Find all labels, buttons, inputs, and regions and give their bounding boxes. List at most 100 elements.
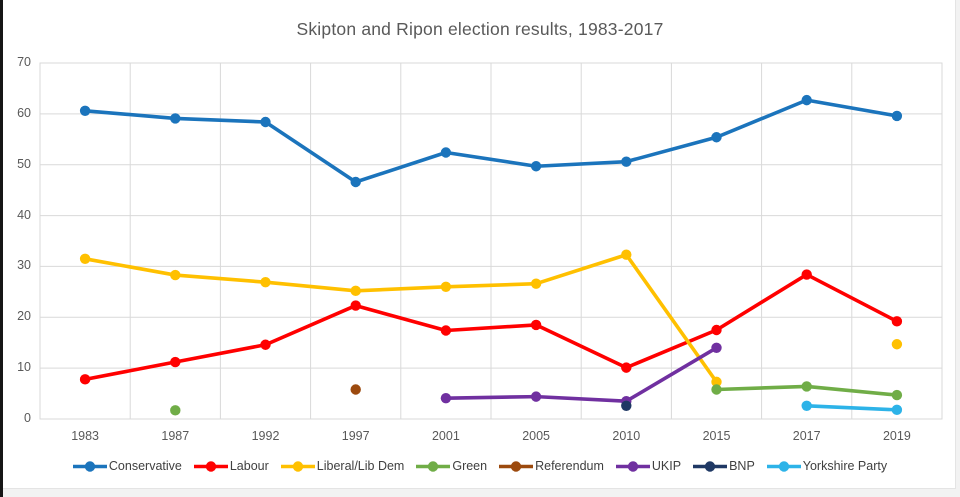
y-axis-tick-label: 60 [17, 105, 31, 120]
series-referendum [350, 384, 361, 395]
plot-border [39, 62, 943, 420]
data-point [891, 110, 903, 122]
data-point [711, 132, 722, 143]
legend-item-green: Green [416, 459, 487, 473]
legend-label: Yorkshire Party [802, 459, 888, 473]
legend-label: Labour [229, 459, 269, 473]
legend-marker-icon [499, 460, 534, 472]
x-axis-tick-label: 1987 [161, 429, 190, 443]
data-point [801, 269, 812, 280]
legend-marker-icon [72, 460, 107, 472]
data-point [350, 384, 361, 395]
data-point [891, 339, 903, 350]
data-point [530, 391, 542, 402]
data-point [440, 392, 452, 404]
x-axis-tick-label: 1992 [251, 429, 280, 443]
legend-item-yorkshire-party: Yorkshire Party [766, 459, 888, 473]
data-point [79, 374, 91, 385]
legend-item-ukip: UKIP [615, 459, 682, 473]
x-axis-tick-label: 2010 [612, 429, 641, 443]
series-yorkshire-party [801, 400, 903, 416]
legend-label: UKIP [651, 459, 682, 473]
legend-label: Referendum [535, 459, 604, 473]
x-axis-tick-label: 2019 [882, 429, 911, 443]
data-point [260, 339, 271, 350]
data-point [440, 325, 452, 336]
data-point [621, 400, 632, 411]
gridlines [39, 62, 943, 420]
legend-item-conservative: Conservative [72, 459, 182, 473]
legend-label: BNP [729, 459, 755, 473]
chart-canvas [3, 0, 956, 489]
series-line [83, 252, 719, 384]
series-liberal-lib-dem [79, 249, 903, 388]
x-axis-tick-label: 1983 [71, 429, 99, 443]
legend-marker-icon [280, 460, 315, 472]
data-point [891, 404, 903, 416]
x-axis-tick-label: 2005 [522, 429, 550, 443]
series-line [83, 272, 899, 382]
data-point [260, 116, 271, 128]
data-point [530, 278, 542, 289]
series-line [83, 98, 899, 184]
y-axis-tick-label: 30 [17, 258, 31, 273]
data-point [170, 269, 181, 281]
data-point [711, 384, 722, 395]
y-axis-tick-label: 10 [17, 360, 31, 375]
data-point [621, 156, 632, 167]
y-axis-tick-label: 40 [17, 207, 31, 222]
x-axis-tick-label: 2017 [792, 429, 821, 443]
left-edge-border [0, 0, 3, 497]
series-line [444, 345, 719, 404]
x-axis-tick-label: 1997 [341, 429, 370, 443]
legend-label: Conservative [108, 459, 182, 473]
y-axis-tick-label: 70 [17, 55, 31, 69]
legend-label: Green [452, 459, 488, 473]
data-point [801, 94, 812, 106]
data-point [440, 147, 452, 158]
series-ukip [440, 342, 722, 407]
legend-item-bnp: BNP [693, 459, 755, 473]
data-point [530, 319, 542, 331]
data-point [260, 276, 271, 288]
series-green [170, 381, 903, 416]
legend-item-referendum: Referendum [499, 459, 604, 473]
data-point [801, 400, 812, 411]
data-point [79, 253, 91, 264]
y-axis-tick-label: 0 [24, 411, 31, 425]
data-point [530, 161, 542, 172]
data-point [711, 324, 722, 336]
series-labour [79, 269, 903, 385]
y-axis-tick-label: 20 [17, 309, 31, 324]
series-line [804, 403, 899, 412]
data-point [79, 105, 91, 117]
data-point [711, 376, 722, 388]
data-point [170, 405, 181, 416]
data-point [621, 362, 632, 373]
data-point [170, 113, 181, 124]
legend-item-liberal-lib-dem: Liberal/Lib Dem [280, 459, 405, 473]
legend-item-labour: Labour [193, 459, 269, 473]
data-point [440, 281, 452, 292]
data-point [801, 381, 812, 392]
data-point [891, 316, 903, 327]
series-conservative [79, 94, 903, 188]
legend-marker-icon [766, 460, 801, 472]
legend-marker-icon [193, 460, 228, 472]
y-axis-tick-label: 50 [17, 156, 31, 171]
legend: Conservative Labour Liberal/Lib Dem Green Re… [36, 459, 924, 473]
x-axis-tick-label: 2015 [702, 429, 731, 443]
data-point [350, 176, 361, 188]
data-point [350, 300, 361, 311]
legend-label: Liberal/Lib Dem [316, 459, 405, 473]
chart-title: Skipton and Ripon election results, 1983… [296, 19, 664, 39]
data-point [350, 285, 361, 297]
x-axis-tick-label: 2001 [431, 429, 460, 443]
data-point [170, 356, 181, 368]
data-point [621, 249, 632, 260]
data-point [711, 342, 722, 353]
series-bnp [621, 400, 632, 411]
data-point [891, 389, 903, 401]
